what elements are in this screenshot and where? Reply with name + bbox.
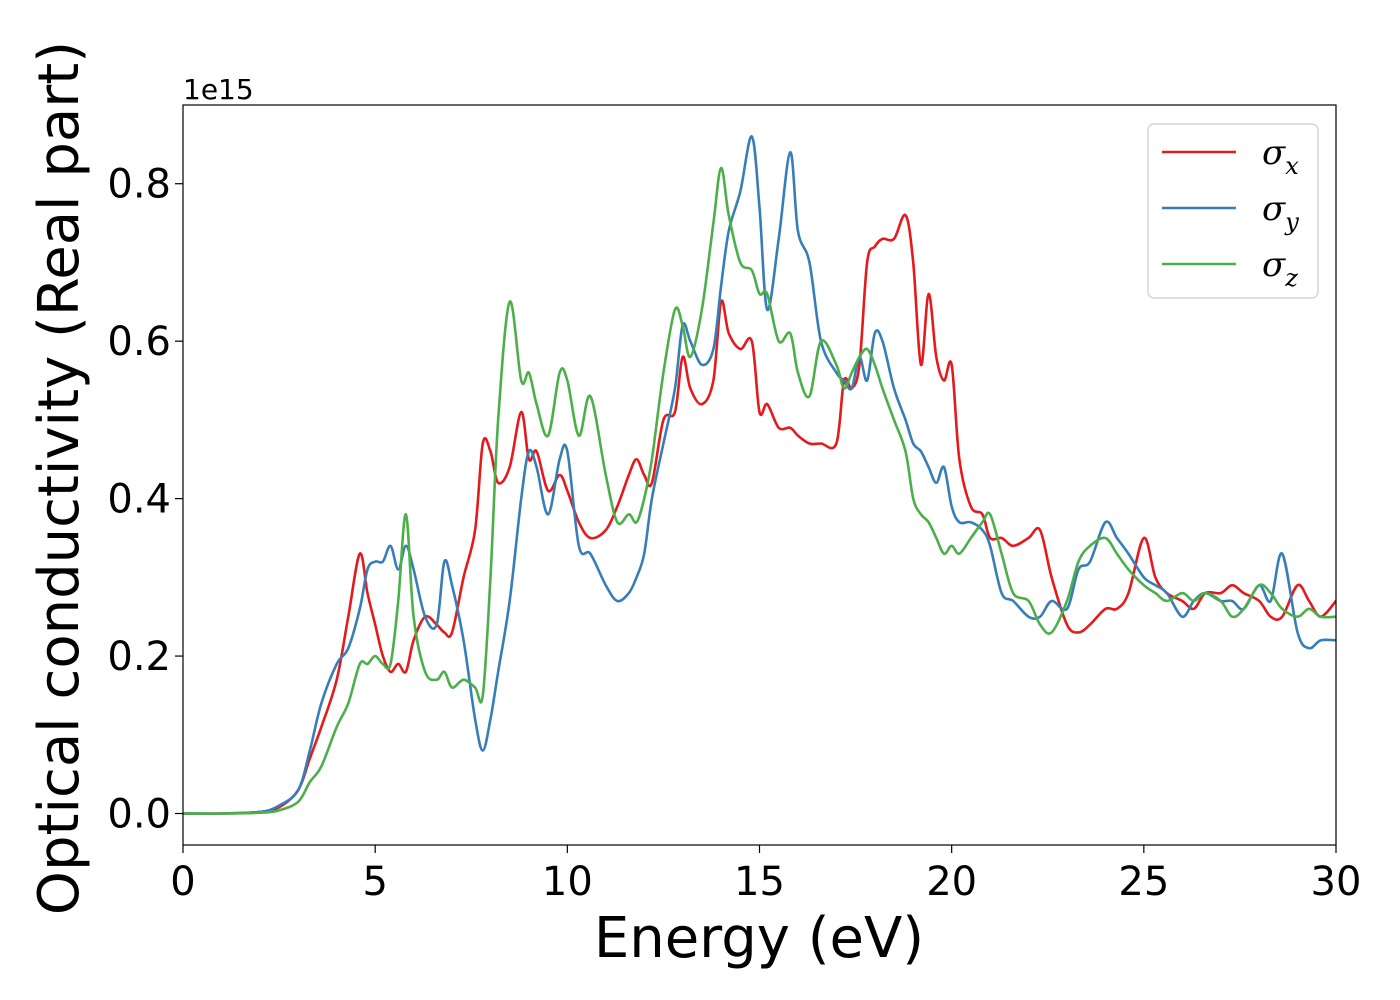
y-tick-label: 0.4 (107, 477, 171, 523)
x-tick-label: 25 (1118, 859, 1169, 905)
x-tick-label: 10 (542, 859, 593, 905)
x-tick-label: 5 (362, 859, 387, 905)
series-line-x (183, 213, 1336, 815)
y-tick-label: 0.0 (107, 792, 171, 838)
y-tick-label: 0.2 (107, 634, 171, 680)
x-axis: 0 5 10 15 20 25 30 (170, 845, 1361, 905)
x-axis-label: Energy (eV) (594, 906, 924, 971)
x-tick-label: 0 (170, 859, 195, 905)
x-tick-label: 30 (1311, 859, 1362, 905)
series-line-y (183, 135, 1336, 815)
legend-frame (1147, 123, 1319, 299)
x-tick-label: 15 (734, 859, 785, 905)
x-tick-label: 20 (926, 859, 977, 905)
y-tick-label: 0.8 (107, 162, 171, 208)
legend-label-x: σx (1262, 133, 1299, 180)
series-line-z (183, 166, 1336, 815)
y-offset-text: 1e15 (183, 73, 254, 106)
y-axis-label: Optical conductivity (Real part) (27, 41, 92, 915)
y-tick-label: 0.6 (107, 319, 171, 365)
y-axis: 0.0 0.2 0.4 0.6 0.8 (107, 162, 183, 838)
series-lines (183, 135, 1336, 815)
legend-label-y: σy (1262, 189, 1299, 236)
